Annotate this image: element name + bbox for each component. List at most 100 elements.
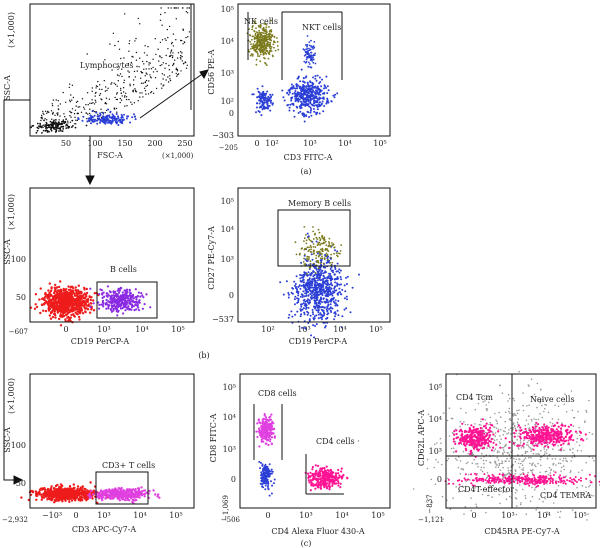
data-point: [89, 298, 93, 302]
data-point: [39, 122, 41, 125]
data-point: [113, 492, 117, 495]
tick-label: 10²: [221, 97, 234, 106]
data-point: [268, 35, 271, 37]
panel-b1-gate-label: B cells: [110, 265, 137, 274]
data-point: [260, 36, 263, 39]
data-point: [330, 298, 332, 301]
data-point: [120, 116, 123, 119]
data-point: [306, 95, 309, 98]
data-point: [92, 490, 95, 494]
data-point: [308, 41, 311, 43]
data-point: [324, 286, 327, 289]
data-point: [298, 284, 301, 287]
data-point: [337, 472, 340, 475]
data-point: [311, 258, 314, 261]
data-point: [56, 295, 60, 298]
data-point: [258, 39, 261, 42]
data-point: [297, 291, 300, 293]
data-point: [255, 63, 258, 66]
data-point: [298, 98, 301, 101]
data-point: [65, 125, 67, 127]
data-point: [338, 271, 341, 274]
data-point: [76, 293, 79, 297]
data-point: [334, 93, 337, 96]
panel-a1-xticks: 50 100 150 200 250: [61, 139, 193, 148]
data-point: [112, 304, 115, 307]
data-point: [314, 75, 317, 77]
data-point: [131, 103, 133, 106]
data-point: [121, 293, 124, 296]
data-point: [91, 119, 94, 122]
data-point: [304, 61, 307, 64]
data-point: [81, 300, 84, 303]
panel-label-a: (a): [300, 167, 311, 176]
data-point: [118, 48, 121, 50]
data-point: [89, 118, 92, 121]
data-point: [43, 113, 45, 116]
data-point: [61, 297, 64, 300]
data-point: [77, 117, 80, 120]
data-point: [319, 268, 322, 271]
data-point: [43, 301, 47, 305]
data-point: [80, 307, 83, 310]
data-point: [265, 23, 268, 26]
data-point: [121, 95, 123, 97]
data-point: [135, 59, 138, 61]
data-point: [92, 302, 95, 305]
data-point: [130, 101, 132, 103]
data-point: [319, 101, 321, 104]
data-point: [54, 283, 57, 287]
tick-label: −537: [212, 315, 234, 324]
data-point: [86, 299, 90, 302]
data-point: [320, 257, 322, 260]
data-point: [60, 308, 63, 311]
data-point: [172, 45, 175, 47]
data-point: [310, 240, 313, 243]
data-point: [264, 463, 267, 466]
data-point: [101, 296, 104, 299]
data-point: [123, 118, 125, 121]
data-point: [49, 298, 52, 301]
data-point: [273, 427, 276, 430]
data-point: [148, 80, 150, 82]
data-point: [321, 236, 324, 239]
data-point: [321, 257, 324, 260]
data-point: [130, 61, 133, 64]
data-point: [319, 292, 322, 295]
data-point: [123, 491, 126, 494]
data-point: [102, 117, 105, 120]
data-point: [124, 301, 127, 304]
data-point: [323, 282, 326, 284]
data-point: [176, 70, 179, 72]
data-point: [269, 423, 272, 426]
data-point: [135, 296, 138, 299]
data-point: [129, 292, 133, 295]
data-point: [294, 100, 297, 103]
data-point: [136, 294, 139, 298]
data-point: [325, 102, 328, 105]
data-point: [333, 252, 335, 255]
tick-label: 10⁵: [369, 325, 382, 334]
data-point: [321, 234, 324, 237]
panel-b1-frame: [29, 187, 195, 323]
data-point: [170, 54, 172, 56]
data-point: [128, 289, 131, 292]
data-point: [295, 97, 298, 100]
panel-a2-ylabel-text: CD56 PE-A: [207, 49, 216, 94]
data-point: [77, 498, 81, 502]
data-point: [333, 246, 336, 249]
data-point: [303, 295, 306, 298]
data-point: [114, 83, 117, 86]
data-point: [320, 252, 322, 255]
data-point: [269, 438, 272, 441]
data-point: [315, 303, 318, 306]
data-point: [322, 275, 325, 278]
data-point: [269, 96, 272, 99]
data-point: [334, 315, 337, 318]
data-point: [63, 296, 66, 299]
data-point: [161, 73, 164, 75]
data-point: [329, 268, 332, 270]
data-point: [140, 70, 142, 73]
data-point: [297, 100, 300, 103]
data-point: [303, 298, 306, 301]
